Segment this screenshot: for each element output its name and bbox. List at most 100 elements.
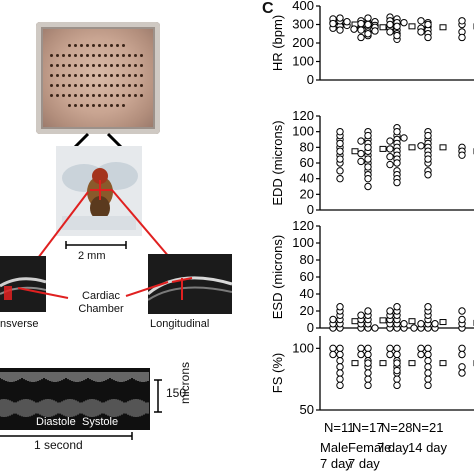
fly-rows [50,44,146,114]
transverse-label: nsverse [0,318,39,330]
data-point-1-0-7 [336,147,344,155]
data-point-2-1-9 [357,311,365,319]
y-axis-label-1: EDD (microns) [270,120,285,205]
group-label-0: Male [320,440,348,455]
data-point-1-0-10 [336,127,344,136]
data-point-0-1-16 [371,27,379,35]
data-point-0-1-11 [364,30,372,38]
data-point-3-3-1 [424,350,432,359]
data-point-0-3-7 [424,33,432,42]
data-point-1-1-8 [364,131,372,140]
data-point-0-0-4 [336,26,344,34]
data-point-3-0-6 [336,375,344,383]
data-point-1-1-10 [364,143,372,152]
mean-marker-2-2 [408,318,416,325]
data-point-2-2-5 [393,303,401,311]
data-point-1-0-6 [336,174,344,183]
scale-label-2mm: 2 mm [78,250,106,262]
data-point-3-1-7 [364,381,372,390]
data-point-0-2-11 [386,20,394,29]
data-point-2-3-4 [417,320,425,328]
data-point-1-0-5 [336,167,344,175]
m-mode-trace [0,368,150,430]
mean-marker-1-3 [439,144,447,151]
data-point-1-1-14 [357,149,365,158]
data-point-0-2-13 [393,31,401,40]
data-point-3-2-8 [386,350,394,359]
y-tick-label-2-20: 20 [300,303,314,318]
mean-marker-3-3 [439,360,447,367]
y-tick-label-3-50: 50 [300,402,314,417]
data-point-2-3-9 [410,324,418,332]
data-point-3-3-6 [417,344,425,353]
data-point-0-1-5 [364,20,372,29]
data-point-1-1-12 [364,174,372,183]
data-point-3-3-2 [424,356,432,365]
mean-marker-0-3 [439,24,447,31]
mean-marker-1-1 [379,145,387,152]
data-point-0-1-9 [357,33,365,42]
data-point-3-4-3 [458,369,466,377]
scale-label-150: 150 [166,386,187,400]
data-point-1-3-10 [424,155,432,163]
data-point-3-0-8 [336,381,344,390]
data-point-0-0-8 [329,19,337,28]
mean-marker-2-3 [439,319,447,326]
mean-marker-1-2 [408,144,416,151]
y-tick-label-1-60: 60 [300,155,314,170]
data-point-1-3-11 [417,142,425,150]
transverse-oct-image [0,256,46,312]
n-label-0: N=11 [324,420,354,435]
y-tick-label-0-200: 200 [292,35,314,50]
data-point-1-2-8 [393,159,401,167]
y-tick-label-2-0: 0 [307,320,314,335]
data-point-3-2-9 [393,359,401,367]
data-point-0-4-3 [458,17,466,25]
data-point-3-3-5 [424,375,432,383]
data-point-0-1-15 [350,25,358,33]
fly-photo [56,146,142,236]
data-point-0-2-12 [400,18,408,27]
data-point-2-0-5 [336,303,344,311]
data-point-1-1-9 [364,155,372,163]
data-point-3-0-4 [336,369,344,377]
data-point-3-3-4 [424,369,432,377]
data-point-3-3-7 [424,381,432,390]
mean-marker-3-0 [351,360,359,367]
y-axis-label-3: FS (%) [270,353,285,393]
data-point-1-2-16 [386,153,394,161]
n-label-1: N=17 [352,420,383,435]
cardiac-chamber-label: Cardiac Chamber [76,290,126,316]
data-point-2-1-8 [371,324,379,332]
mean-marker-2-0 [351,318,359,325]
data-point-0-4-2 [458,33,466,42]
data-point-0-1-12 [357,19,365,28]
data-point-3-3-8 [417,350,425,359]
data-point-1-3-9 [424,131,432,140]
cardiac-label-line2: Chamber [78,303,124,315]
data-point-3-2-10 [393,366,401,375]
data-point-3-3-0 [424,344,432,353]
y-tick-label-0-400: 400 [292,0,314,13]
data-point-1-3-8 [424,171,432,179]
data-point-3-1-1 [364,350,372,359]
systole-label: Systole [82,416,119,428]
data-point-3-4-0 [458,344,466,353]
y-tick-label-2-60: 60 [300,269,314,284]
data-point-3-0-3 [336,363,344,371]
n-label-3: N=21 [412,420,443,435]
data-point-1-2-15 [386,145,394,153]
data-point-3-4-1 [458,350,466,359]
panel-c-label: C [262,0,274,17]
mean-marker-3-1 [379,360,387,367]
data-point-3-0-0 [336,344,344,353]
y-tick-label-0-0: 0 [307,72,314,87]
mean-marker-0-1 [379,24,387,31]
group-label-1: Female [348,440,391,455]
data-point-3-0-1 [336,350,344,359]
data-point-1-1-11 [364,163,372,171]
data-point-2-2-12 [386,307,394,315]
data-point-0-2-7 [393,22,401,31]
